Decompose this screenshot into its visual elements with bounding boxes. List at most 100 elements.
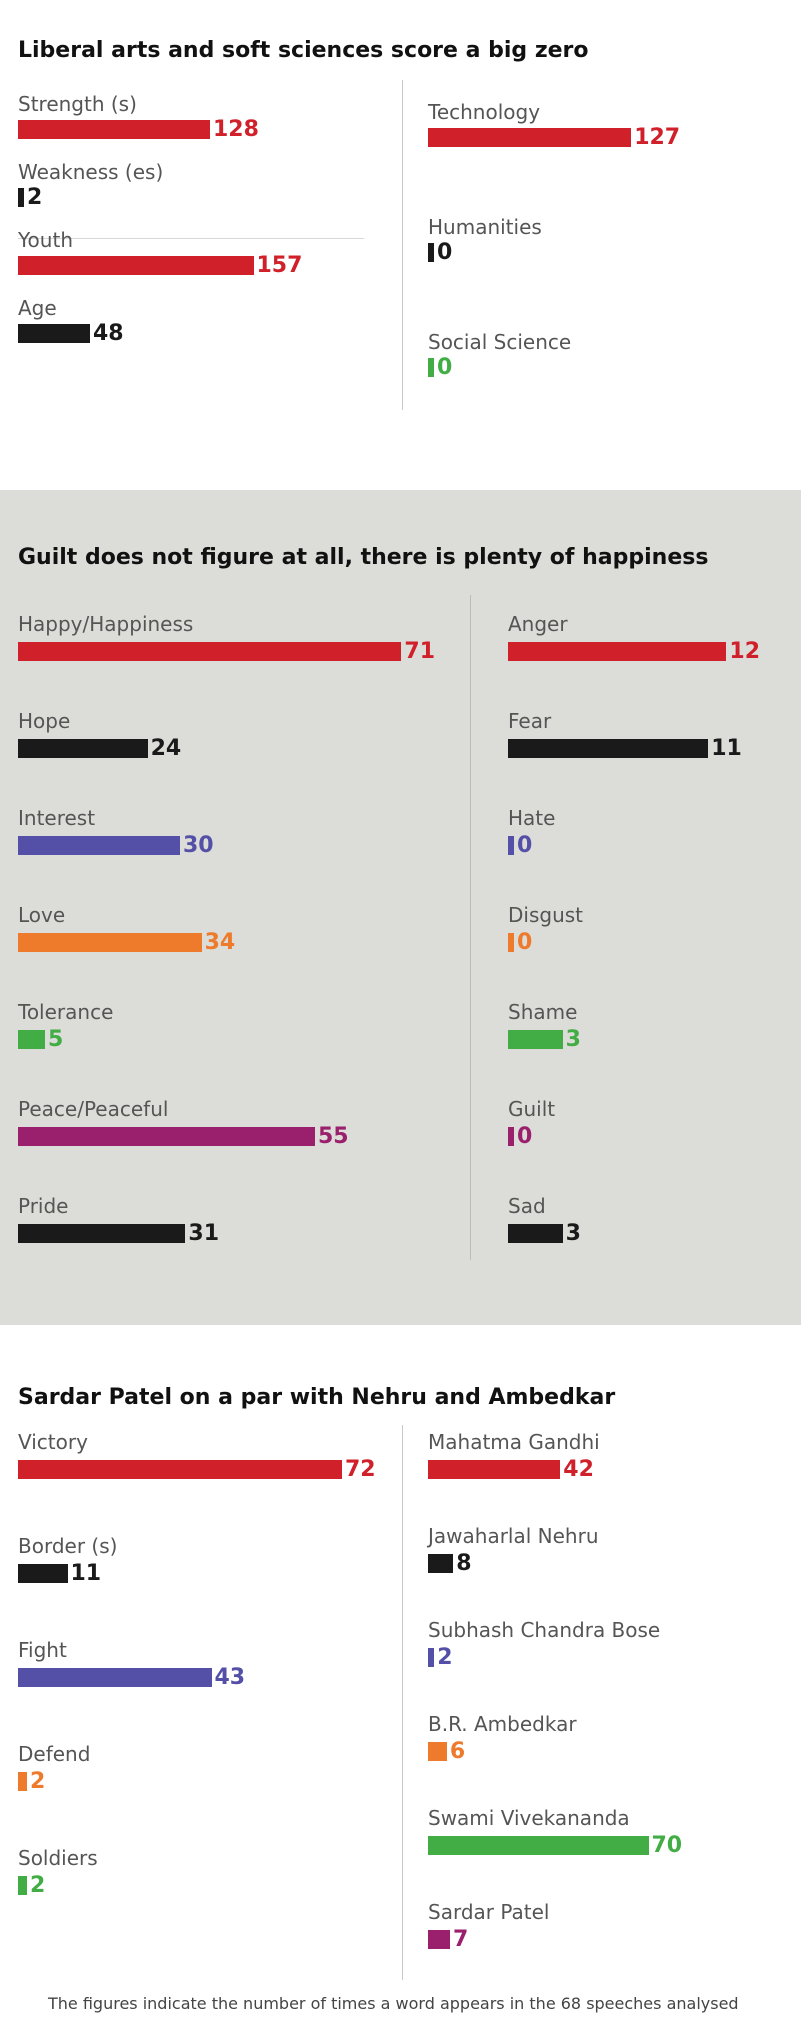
bar bbox=[18, 256, 254, 275]
bar-label: Jawaharlal Nehru bbox=[428, 1524, 599, 1548]
bar-label: Weakness (es) bbox=[18, 160, 164, 184]
footnote: The figures indicate the number of times… bbox=[48, 1994, 739, 2013]
bar bbox=[18, 188, 24, 207]
bar-value-label: 34 bbox=[204, 930, 236, 955]
bar-value-label: 0 bbox=[437, 355, 453, 380]
bar-value-label: 72 bbox=[345, 1457, 376, 1482]
bar-label: Mahatma Gandhi bbox=[428, 1430, 600, 1454]
bar-value-label: 0 bbox=[517, 930, 533, 955]
bar bbox=[428, 1836, 649, 1855]
bar bbox=[508, 739, 709, 758]
bar-label: Soldiers bbox=[18, 1846, 98, 1870]
bar-label: B.R. Ambedkar bbox=[428, 1712, 577, 1736]
bar-label: Disgust bbox=[508, 903, 584, 927]
bar bbox=[508, 1224, 563, 1243]
bar-label: Fear bbox=[508, 709, 552, 733]
bar-value-label: 48 bbox=[93, 321, 124, 346]
bar-value-label: 3 bbox=[565, 1221, 581, 1246]
bar-label: Humanities bbox=[428, 215, 542, 239]
bar bbox=[508, 836, 514, 855]
bar bbox=[428, 243, 434, 262]
bar-label: Technology bbox=[428, 100, 541, 124]
bar-value-label: 0 bbox=[437, 240, 453, 265]
bar-label: Social Science bbox=[428, 330, 572, 354]
bar-label: Defend bbox=[18, 1742, 91, 1766]
bar-label: Victory bbox=[18, 1430, 88, 1454]
bar-value-label: 2 bbox=[437, 1645, 453, 1670]
chart-title: Guilt does not figure at all, there is p… bbox=[18, 545, 709, 570]
bar-value-label: 2 bbox=[27, 185, 43, 210]
bar bbox=[508, 933, 514, 952]
bar-value-label: 0 bbox=[517, 833, 533, 858]
chart-panel-3: Sardar Patel on a par with Nehru and Amb… bbox=[0, 1360, 801, 2026]
chart-title: Sardar Patel on a par with Nehru and Amb… bbox=[18, 1385, 616, 1410]
bar bbox=[18, 1564, 68, 1583]
bar-value-label: 2 bbox=[30, 1769, 46, 1794]
bar-value-label: 7 bbox=[453, 1927, 469, 1952]
bar-value-label: 5 bbox=[48, 1027, 64, 1052]
bar-value-label: 2 bbox=[30, 1873, 46, 1898]
bar-value-label: 128 bbox=[213, 117, 259, 142]
bar bbox=[18, 1224, 186, 1243]
bar bbox=[428, 128, 632, 147]
bar bbox=[18, 1030, 45, 1049]
bar-value-label: 70 bbox=[651, 1833, 683, 1858]
bar bbox=[428, 1742, 447, 1761]
bar-label: Youth bbox=[18, 228, 73, 252]
bar-label: Sad bbox=[508, 1194, 546, 1218]
chart-title: Liberal arts and soft sciences score a b… bbox=[18, 38, 589, 63]
bar bbox=[508, 642, 727, 661]
bar bbox=[18, 1876, 27, 1895]
bar-label: Happy/Happiness bbox=[18, 612, 194, 636]
chart-panel-1: Liberal arts and soft sciences score a b… bbox=[0, 0, 801, 440]
bar bbox=[18, 1668, 212, 1687]
bar-value-label: 11 bbox=[711, 736, 742, 761]
column-divider bbox=[402, 1425, 403, 1980]
bar-value-label: 0 bbox=[517, 1124, 533, 1149]
bar bbox=[428, 1930, 451, 1949]
bar-label: Border (s) bbox=[18, 1534, 118, 1558]
bar-label: Pride bbox=[18, 1194, 69, 1218]
bar bbox=[508, 1030, 563, 1049]
bar bbox=[428, 1554, 454, 1573]
column-divider bbox=[402, 80, 403, 410]
bar-label: Swami Vivekananda bbox=[428, 1806, 630, 1830]
bar-label: Sardar Patel bbox=[428, 1900, 550, 1924]
bar-label: Age bbox=[18, 296, 57, 320]
bar bbox=[428, 1460, 561, 1479]
bar-label: Guilt bbox=[508, 1097, 556, 1121]
bar-label: Hate bbox=[508, 806, 556, 830]
bar-value-label: 71 bbox=[404, 639, 436, 664]
bar-label: Subhash Chandra Bose bbox=[428, 1618, 661, 1642]
bar-value-label: 11 bbox=[70, 1561, 102, 1586]
bar bbox=[428, 1648, 435, 1667]
bar-value-label: 6 bbox=[449, 1739, 466, 1764]
bar bbox=[18, 642, 402, 661]
bar-label: Fight bbox=[18, 1638, 67, 1662]
bar-value-label: 24 bbox=[150, 736, 182, 761]
bar bbox=[18, 1127, 315, 1146]
bar-value-label: 127 bbox=[634, 125, 681, 150]
bar-label: Tolerance bbox=[18, 1000, 114, 1024]
bar-label: Strength (s) bbox=[18, 92, 137, 116]
bar-label: Interest bbox=[18, 806, 96, 830]
bar bbox=[18, 324, 90, 343]
bar-value-label: 31 bbox=[188, 1221, 220, 1246]
bar bbox=[18, 836, 180, 855]
bar-label: Hope bbox=[18, 709, 71, 733]
bar-value-label: 12 bbox=[729, 639, 761, 664]
bar-value-label: 157 bbox=[256, 253, 303, 278]
bar-label: Love bbox=[18, 903, 66, 927]
chart-panel-2: Guilt does not figure at all, there is p… bbox=[0, 490, 801, 1325]
column-divider bbox=[470, 595, 471, 1260]
bar-label: Peace/Peaceful bbox=[18, 1097, 169, 1121]
bar-value-label: 42 bbox=[563, 1457, 594, 1482]
bar-label: Shame bbox=[508, 1000, 578, 1024]
bar bbox=[18, 933, 202, 952]
bar-value-label: 55 bbox=[318, 1124, 349, 1149]
bar bbox=[18, 1460, 342, 1479]
section-divider bbox=[18, 238, 364, 239]
bar bbox=[428, 358, 434, 377]
bar bbox=[18, 120, 210, 139]
bar bbox=[18, 739, 148, 758]
